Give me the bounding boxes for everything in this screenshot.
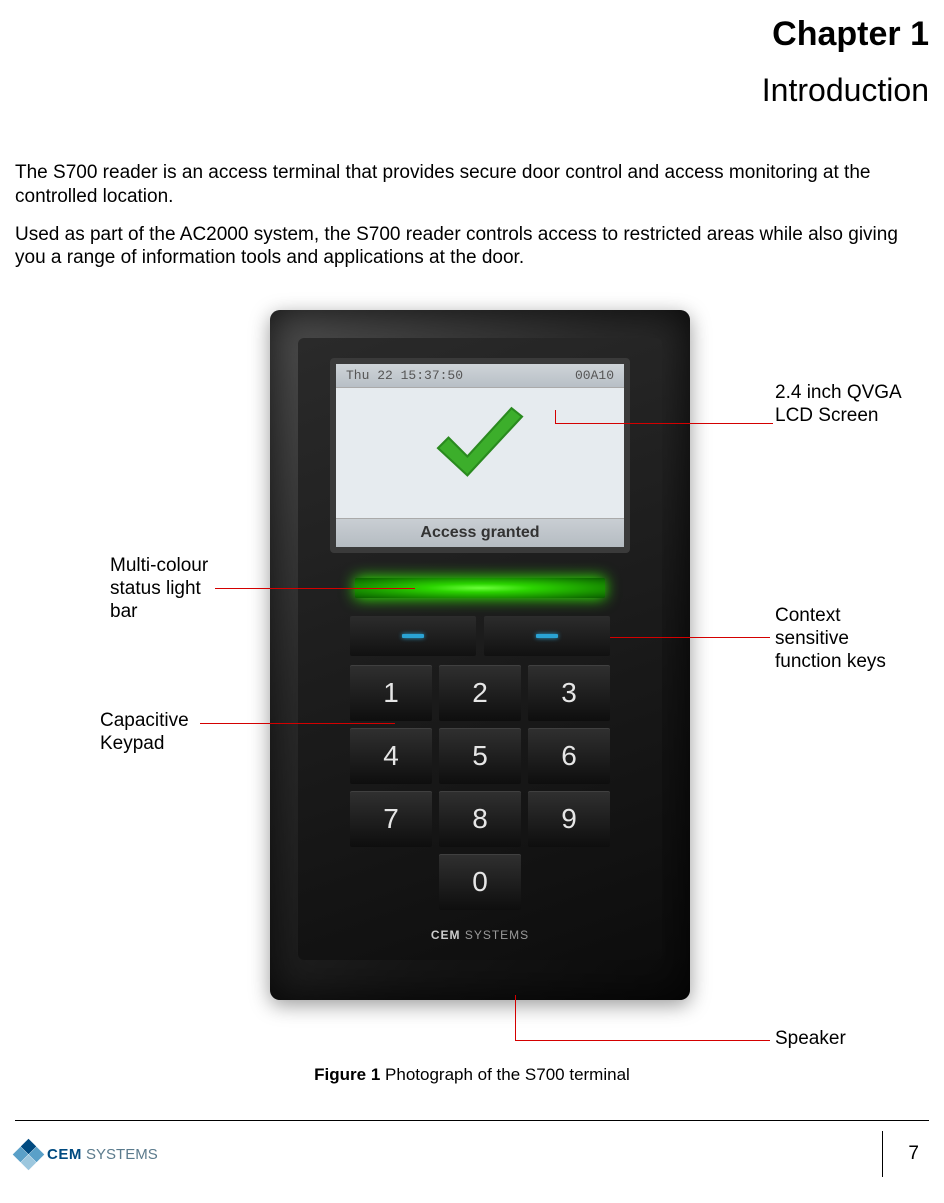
function-key-right[interactable] [484, 616, 610, 656]
label-fnkeys: Context sensitive function keys [775, 605, 886, 673]
device-brand-label: CEM SYSTEMS [270, 928, 690, 942]
callout-line [610, 637, 770, 638]
figure-area: Thu 22 15:37:50 00A10 Access granted [15, 310, 929, 1090]
callout-line [215, 588, 415, 589]
fn-indicator-icon [402, 634, 424, 638]
brand-rest: SYSTEMS [460, 928, 529, 942]
lcd-access-status: Access granted [336, 518, 624, 547]
figure-number: Figure 1 [314, 1065, 385, 1084]
keypad-key-5[interactable]: 5 [439, 728, 521, 784]
keypad-key-1[interactable]: 1 [350, 665, 432, 721]
footer-brand-bold: CEM [47, 1146, 82, 1163]
page-number: 7 [882, 1131, 929, 1177]
label-keypad: Capacitive Keypad [100, 710, 189, 756]
footer-logo: CEM SYSTEMS [15, 1141, 158, 1167]
device-body: Thu 22 15:37:50 00A10 Access granted [270, 310, 690, 1000]
logo-icon [15, 1141, 41, 1167]
callout-line [555, 423, 773, 424]
label-lcd: 2.4 inch QVGA LCD Screen [775, 382, 929, 428]
callout-line [515, 1040, 770, 1041]
keypad-key-6[interactable]: 6 [528, 728, 610, 784]
callout-line [200, 723, 395, 724]
checkmark-icon [428, 404, 533, 494]
intro-paragraph-2: Used as part of the AC2000 system, the S… [15, 223, 929, 271]
lcd-body [336, 388, 624, 518]
figure-caption-text: Photograph of the S700 terminal [385, 1065, 630, 1084]
callout-line [515, 995, 516, 1040]
figure-caption: Figure 1 Photograph of the S700 terminal [15, 1065, 929, 1085]
keypad-key-2[interactable]: 2 [439, 665, 521, 721]
fn-indicator-icon [536, 634, 558, 638]
keypad-key-7[interactable]: 7 [350, 791, 432, 847]
keypad-key-3[interactable]: 3 [528, 665, 610, 721]
lcd-datetime: Thu 22 15:37:50 [346, 368, 463, 383]
keypad-key-8[interactable]: 8 [439, 791, 521, 847]
footer-brand-rest: SYSTEMS [82, 1146, 158, 1163]
keypad-key-4[interactable]: 4 [350, 728, 432, 784]
label-lightbar: Multi-colour status light bar [110, 555, 208, 623]
brand-bold: CEM [431, 928, 461, 942]
label-speaker: Speaker [775, 1028, 846, 1051]
keypad: 1 2 3 4 5 6 7 8 9 0 [350, 665, 610, 910]
page-footer: CEM SYSTEMS 7 [15, 1120, 929, 1202]
lcd-status-bar: Thu 22 15:37:50 00A10 [336, 364, 624, 388]
lcd-code: 00A10 [575, 368, 614, 383]
function-key-row [350, 616, 610, 656]
keypad-key-9[interactable]: 9 [528, 791, 610, 847]
function-key-left[interactable] [350, 616, 476, 656]
chapter-subtitle: Introduction [15, 72, 929, 109]
chapter-title: Chapter 1 [15, 15, 929, 54]
keypad-key-0[interactable]: 0 [439, 854, 521, 910]
callout-line [555, 410, 556, 423]
lcd-screen: Thu 22 15:37:50 00A10 Access granted [330, 358, 630, 553]
intro-paragraph-1: The S700 reader is an access terminal th… [15, 161, 929, 209]
